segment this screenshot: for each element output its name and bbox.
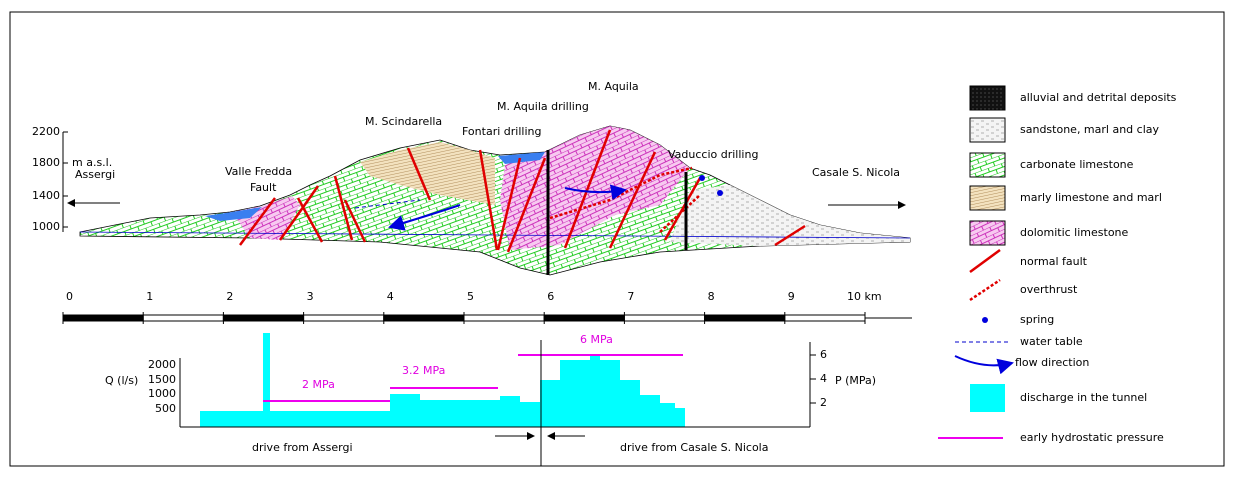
scale-label: 8 [708,290,715,303]
drilling-label: Vaduccio drilling [668,148,758,161]
scale-label: 9 [788,290,795,303]
p-tick-label: 6 [820,348,827,361]
p-axis-label: P (MPa) [835,374,876,387]
legend-label: spring [1020,313,1054,326]
legend-swatch [970,221,1005,245]
scale-segment [304,315,384,321]
scale-label: 3 [307,290,314,303]
legend-label: marly limestone and marl [1020,191,1162,204]
p-tick-label: 2 [820,396,827,409]
scale-label: 4 [387,290,394,303]
legend-label: discharge in the tunnel [1020,391,1147,404]
legend-label: early hydrostatic pressure [1020,431,1164,444]
pressure-label: 2 MPa [302,378,335,391]
elevation-tick-label: 1400 [32,189,60,202]
p-tick-label: 4 [820,372,827,385]
legend-label: alluvial and detrital deposits [1020,91,1177,104]
scale-label: 5 [467,290,474,303]
scale-segment [624,315,704,321]
scale-segment [63,315,143,321]
peak-label: M. Scindarella [365,115,442,128]
legend-label: dolomitic limestone [1020,226,1129,239]
legend-label: flow direction [1015,356,1089,369]
scale-segment [785,315,865,321]
scale-label: 0 [66,290,73,303]
legend-label: carbonate limestone [1020,158,1134,171]
legend-swatch [970,280,1000,300]
page: m a.s.l. Assergi Valle Fredda Fault M. S… [0,0,1235,474]
scale-segment [705,315,785,321]
scale-segment [464,315,544,321]
scale-segment [143,315,223,321]
legend-swatch [970,384,1005,412]
legend-swatch [955,356,1012,365]
scale-segment [223,315,303,321]
q-axis-label: Q (l/s) [105,374,138,387]
place-label: Valle Fredda [225,165,292,178]
pressure-label: 3.2 MPa [402,364,445,377]
peak-label: M. Aquila [588,80,639,93]
drilling-label: M. Aquila drilling [497,100,589,113]
elevation-tick-label: 1800 [32,156,60,169]
legend-label: water table [1020,335,1083,348]
scale-label: 6 [547,290,554,303]
scale-label: 7 [627,290,634,303]
q-tick-label: 1500 [148,373,176,386]
place-label: Fault [250,181,277,194]
legend: alluvial and detrital deposits sandstone,… [938,86,1177,444]
legend-swatch [970,153,1005,177]
spring [717,190,723,196]
elevation-tick-label: 2200 [32,125,60,138]
place-label: Casale S. Nicola [812,166,900,179]
legend-swatch [970,250,1000,272]
scale-bar: 0 1 2 3 4 5 6 7 8 9 10 km [63,290,912,324]
legend-swatch [970,186,1005,210]
legend-label: overthrust [1020,283,1078,296]
q-tick-label: 2000 [148,358,176,371]
legend-label: sandstone, marl and clay [1020,123,1159,136]
scale-label: 10 km [847,290,882,303]
elevation-tick-label: 1000 [32,220,60,233]
legend-swatch [970,86,1005,110]
scale-label: 2 [226,290,233,303]
scale-label: 1 [146,290,153,303]
legend-swatch [970,118,1005,142]
legend-swatch [982,317,988,323]
cross-section: m a.s.l. Assergi Valle Fredda Fault M. S… [32,80,910,275]
discharge [200,333,685,427]
scale-segment [544,315,624,321]
place-label: Assergi [75,168,115,181]
pressure-label: 6 MPa [580,333,613,346]
scale-segment [384,315,464,321]
drive-label: drive from Assergi [252,441,353,454]
q-tick-label: 500 [155,402,176,415]
drilling-label: Fontari drilling [462,125,541,138]
q-tick-label: 1000 [148,387,176,400]
drive-label: drive from Casale S. Nicola [620,441,768,454]
spring [699,175,705,181]
legend-label: normal fault [1020,255,1088,268]
